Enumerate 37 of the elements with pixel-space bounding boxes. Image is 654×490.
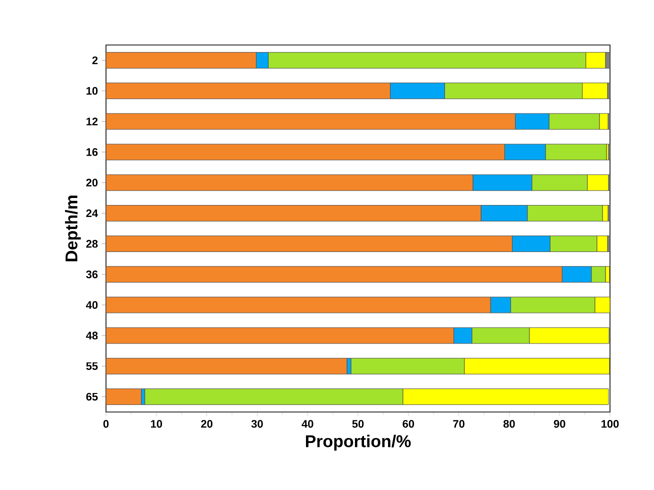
x-tick-label: 90 bbox=[554, 420, 566, 428]
y-tick-label: 2 bbox=[92, 56, 98, 64]
bar bbox=[106, 144, 505, 160]
bar bbox=[106, 174, 474, 191]
x-tick-label: 10 bbox=[150, 420, 162, 428]
bar bbox=[106, 52, 256, 68]
y-tick-label: 10 bbox=[86, 87, 98, 95]
y-tick-label: 20 bbox=[86, 178, 98, 187]
x-tick-label: 60 bbox=[402, 420, 414, 428]
y-tick-label: 16 bbox=[86, 148, 98, 156]
bar bbox=[106, 266, 562, 283]
y-tick-label: 36 bbox=[86, 270, 98, 278]
bar bbox=[106, 388, 142, 405]
bar bbox=[106, 296, 491, 314]
bar bbox=[106, 113, 516, 130]
bar bbox=[106, 327, 454, 344]
y-tick-label: 65 bbox=[86, 392, 98, 401]
y-tick-label: 48 bbox=[86, 332, 98, 340]
x-tick-label: 20 bbox=[201, 420, 212, 428]
bar bbox=[106, 82, 391, 100]
y-tick-label: 28 bbox=[86, 240, 98, 248]
x-tick-label: 100 bbox=[602, 420, 619, 428]
y-tick-label: 40 bbox=[86, 301, 98, 309]
y-axis-title: Depth/m bbox=[65, 196, 81, 262]
x-axis-title: Proportion/% bbox=[306, 434, 411, 451]
x-tick-label: 50 bbox=[352, 420, 364, 428]
x-tick-label: 80 bbox=[503, 420, 515, 428]
x-tick-label: 40 bbox=[302, 420, 314, 428]
bar bbox=[106, 358, 348, 374]
y-tick-label: 12 bbox=[86, 118, 98, 126]
bar bbox=[106, 205, 482, 222]
y-tick-label: 24 bbox=[86, 209, 98, 218]
x-tick-label: 0 bbox=[103, 420, 109, 428]
y-tick-label: 55 bbox=[86, 362, 98, 370]
bar bbox=[106, 236, 512, 252]
x-tick-label: 30 bbox=[251, 420, 263, 428]
x-tick-label: 70 bbox=[453, 420, 464, 428]
